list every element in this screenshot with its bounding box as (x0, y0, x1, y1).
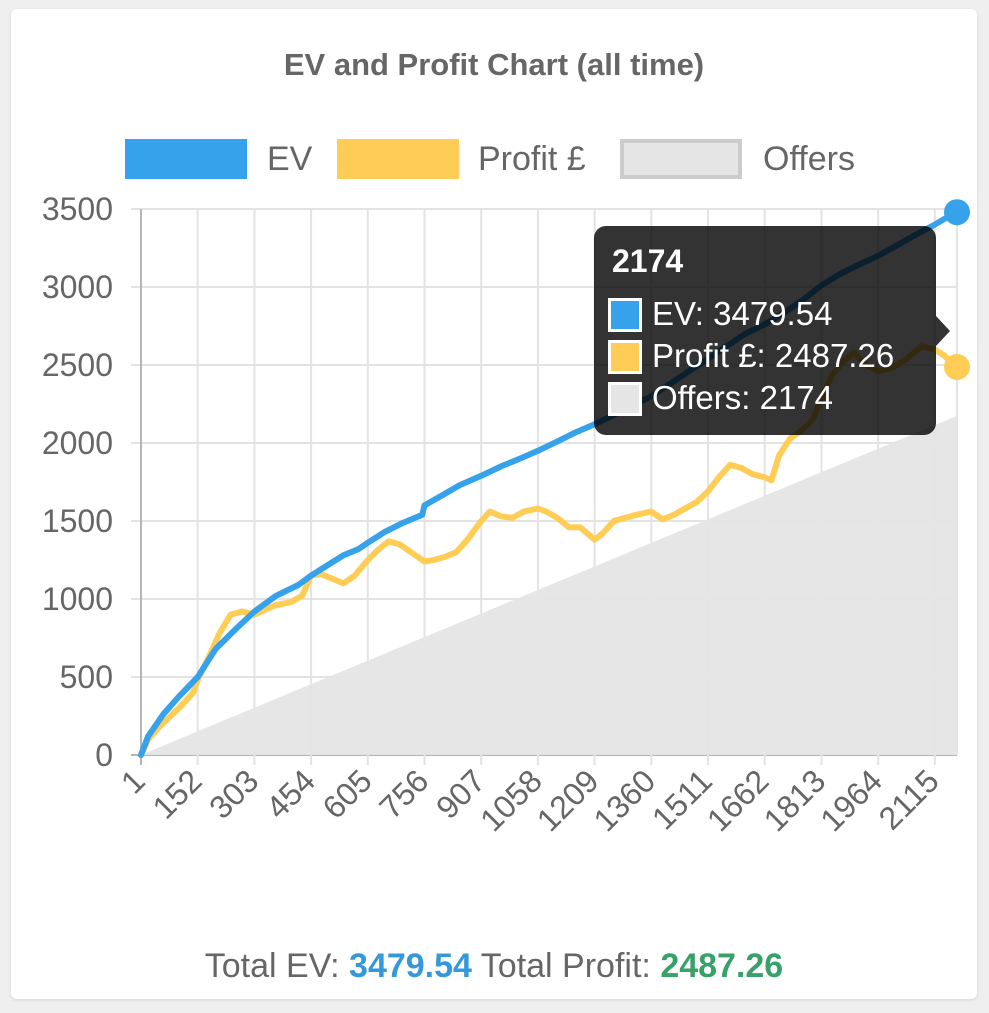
x-tick-label: 303 (202, 762, 265, 825)
y-tick-label: 1500 (42, 503, 113, 539)
y-tick-label: 2500 (42, 347, 113, 383)
legend-swatch-profit (337, 139, 459, 179)
legend-swatch-ev (125, 139, 247, 179)
chart-legend: EV Profit £ Offers (11, 139, 977, 189)
x-tick-label: 1511 (645, 762, 719, 836)
tooltip-text-offers: Offers: 2174 (652, 379, 834, 416)
x-tick-label: 1209 (530, 762, 606, 838)
x-tick-label: 1 (114, 762, 152, 800)
total-ev-value: 3479.54 (349, 947, 472, 985)
y-tick-label: 3500 (42, 191, 113, 227)
legend-swatch-offers (620, 139, 742, 179)
y-tick-label: 0 (95, 737, 113, 773)
legend-label-ev: EV (267, 140, 313, 178)
y-tick-label: 2000 (42, 425, 113, 461)
y-tick-label: 1000 (42, 581, 113, 617)
y-tick-label: 3000 (42, 269, 113, 305)
tooltip-swatch-offers (608, 382, 642, 416)
tooltip-swatch-profit (608, 340, 642, 374)
total-profit-label: Total Profit: (480, 947, 651, 985)
x-tick-label: 1964 (813, 762, 889, 838)
tooltip-caret (936, 316, 950, 346)
tooltip-text-ev: EV: 3479.54 (652, 295, 833, 332)
legend-label-offers: Offers (763, 140, 855, 178)
x-tick-label: 756 (372, 762, 435, 825)
tooltip: 2174 EV: 3479.54 Profit £: 2487.26 Offer… (594, 226, 936, 435)
chart-title: EV and Profit Chart (all time) (283, 47, 705, 82)
x-tick-label: 152 (145, 762, 208, 825)
x-tick-label: 605 (316, 762, 379, 825)
series-offers-area (141, 415, 957, 755)
plot-area[interactable]: 0 500 1000 1500 2000 2500 3000 3500 115230345460… (11, 9, 977, 939)
x-tick-label: 454 (259, 762, 322, 825)
x-tick-label: 1662 (700, 762, 776, 838)
totals-footer: Total EV: 3479.54 Total Profit: 2487.26 (11, 947, 977, 986)
series-profit-point (944, 353, 970, 380)
x-tick-label: 1813 (757, 762, 833, 838)
legend-label-profit: Profit £ (478, 140, 586, 178)
x-tick-label: 1360 (586, 762, 662, 838)
total-ev-label: Total EV: (204, 947, 340, 985)
x-tick-label: 1058 (473, 762, 549, 838)
tooltip-swatch-ev (608, 298, 642, 332)
tooltip-text-profit: Profit £: 2487.26 (652, 337, 895, 374)
series-ev-point (944, 199, 970, 226)
y-tick-label: 500 (60, 659, 113, 695)
tooltip-title: 2174 (612, 243, 684, 279)
x-tick-label: 2115 (872, 762, 946, 836)
total-profit-value: 2487.26 (660, 947, 784, 985)
chart-card: EV and Profit Chart (all time) EV Profit… (11, 9, 977, 999)
